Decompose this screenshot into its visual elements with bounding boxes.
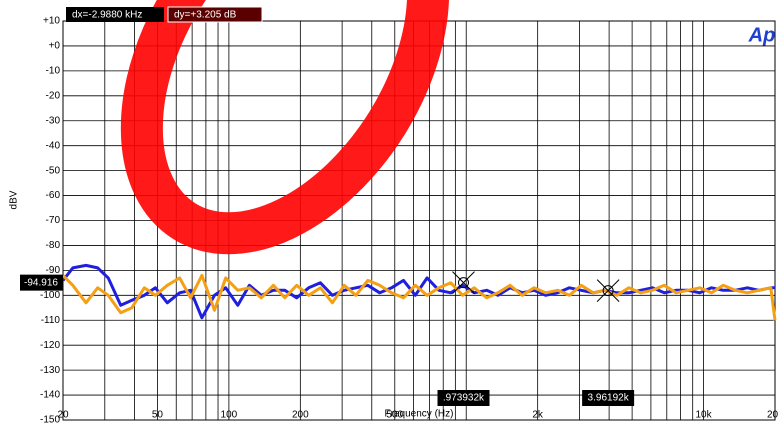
y-tick-label: -110: [41, 315, 61, 326]
y-tick-label: +10: [43, 16, 60, 27]
cursor-x-box: [437, 390, 490, 406]
cursor-x-label: 3.96192k: [588, 393, 630, 404]
dx-label: dx=-2.9880 kHz: [72, 10, 142, 21]
cursor-marker: [596, 279, 620, 302]
cursor-x-box: [582, 390, 635, 406]
y-tick-label: -30: [46, 115, 61, 126]
y-tick-label: -90: [46, 265, 61, 276]
cursor-y-box: [20, 274, 63, 291]
dx-box: [66, 7, 164, 22]
dy-box: [167, 6, 263, 23]
series-line: [61, 273, 777, 321]
series: [61, 263, 777, 321]
y-tick-label: -50: [46, 165, 61, 176]
x-tick-label: 200: [292, 410, 309, 421]
y-tick-label: -150: [40, 415, 60, 423]
watermark: [120, 0, 450, 255]
y-tick-label: -40: [46, 140, 61, 151]
dy-label: dy=+3.205 dB: [174, 10, 237, 21]
y-tick-label: -130: [40, 365, 60, 376]
cursor-y-label: -94.916: [24, 277, 58, 288]
x-tick-label: 20k: [767, 410, 778, 421]
y-tick-label: -100: [40, 290, 60, 301]
y-tick-label: +0: [49, 41, 61, 52]
y-tick-label: -140: [40, 390, 60, 401]
cursor-ring: [602, 285, 614, 297]
x-tick-label: 100: [221, 410, 238, 421]
x-tick-label: 20: [57, 410, 69, 421]
x-tick-label: 50: [152, 410, 164, 421]
y-tick-label: -20: [46, 90, 61, 101]
x-tick-label: 500: [386, 410, 403, 421]
series-line: [61, 263, 775, 320]
red-ring: [120, 0, 450, 255]
y-tick-label: -120: [40, 340, 60, 351]
y-tick-label: -70: [46, 215, 61, 226]
cursor-ring: [457, 277, 469, 289]
x-axis-label: Frequency (Hz): [385, 409, 454, 420]
cursor-marker: [452, 271, 475, 294]
y-tick-label: -80: [46, 240, 61, 251]
x-tick-label: 10k: [695, 410, 712, 421]
y-tick-label: -10: [46, 66, 61, 77]
y-axis-label: dBV: [9, 190, 20, 209]
y-tick-label: -60: [46, 190, 61, 201]
logo: Ap: [748, 24, 776, 46]
cursor-x-label: .973932k: [443, 393, 485, 404]
x-tick-label: 2k: [532, 410, 544, 421]
